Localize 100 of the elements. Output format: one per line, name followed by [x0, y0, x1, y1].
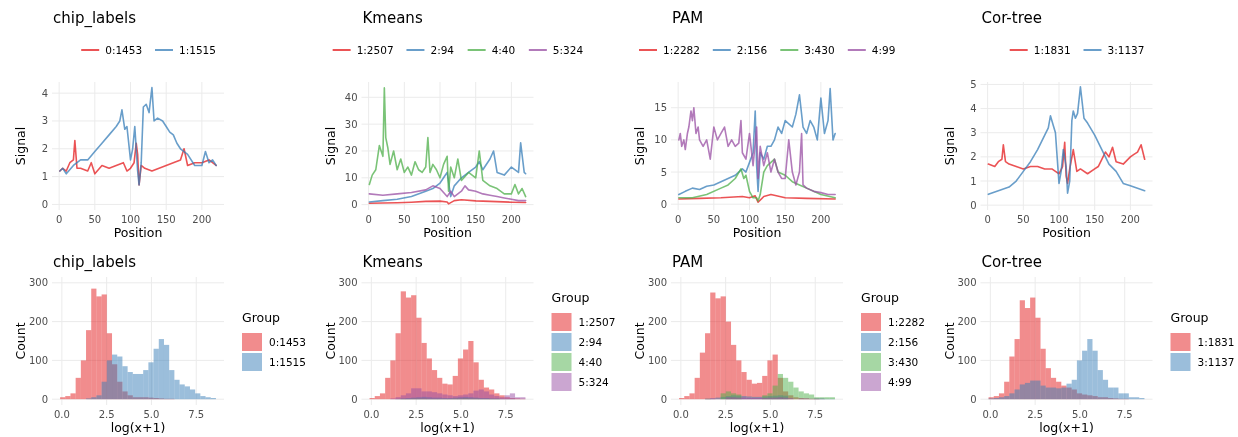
y-tick-label: 3	[41, 115, 48, 127]
x-tick-label: 7.5	[1116, 409, 1133, 420]
chart-title: Kmeans	[362, 253, 423, 271]
y-tick-label: 0	[41, 198, 48, 210]
y-tick-label: 2	[41, 143, 48, 155]
y-tick-label: 300	[957, 277, 977, 289]
legend-label: 5:324	[552, 44, 584, 56]
x-tick-label: 150	[775, 214, 795, 225]
x-tick-label: 50	[88, 214, 102, 225]
y-tick-label: 5	[970, 78, 977, 90]
x-tick-label: 50	[397, 214, 411, 225]
legend-title: Group	[242, 310, 281, 325]
x-tick-label: 5.0	[143, 409, 160, 420]
x-tick-label: 5.0	[1071, 409, 1088, 420]
x-tick-label: 0	[984, 214, 991, 225]
y-tick-label: 10	[344, 172, 358, 184]
chart-title: Cor-tree	[981, 9, 1042, 27]
y-tick-label: 200	[28, 316, 48, 328]
legend-label: 3:430	[888, 356, 919, 368]
x-tick-label: 0	[55, 214, 63, 225]
y-tick-label: 300	[647, 277, 667, 289]
x-axis-title: Position	[1042, 225, 1091, 240]
legend-label: 5:324	[578, 376, 610, 388]
y-axis-title: Signal	[632, 126, 647, 166]
x-tick-label: 100	[120, 214, 141, 225]
x-tick-label: 150	[466, 214, 486, 225]
x-tick-label: 100	[1049, 214, 1069, 225]
x-tick-label: 100	[739, 214, 760, 225]
y-tick-label: 100	[647, 354, 667, 366]
x-tick-label: 0	[365, 214, 372, 225]
y-axis-title: Signal	[941, 126, 957, 166]
legend-label: 1:2507	[356, 44, 394, 56]
legend-label: 1:2282	[888, 316, 925, 328]
x-tick-label: 200	[1120, 214, 1140, 225]
legend-label: 1:1831	[1197, 336, 1235, 348]
y-axis-title: Count	[632, 322, 647, 360]
y-tick-label: 100	[957, 354, 977, 366]
y-tick-label: 1	[970, 175, 977, 187]
legend-label: 4:40	[578, 356, 603, 368]
x-tick-label: 2.5	[98, 409, 115, 420]
y-tick-label: 15	[654, 102, 667, 114]
chart-title: Kmeans	[362, 9, 423, 27]
y-tick-label: 40	[344, 91, 358, 103]
x-tick-label: 7.5	[807, 409, 824, 420]
legend-title: Group	[551, 290, 590, 305]
y-tick-label: 300	[338, 277, 358, 289]
y-tick-label: 0	[660, 198, 667, 210]
y-tick-label: 2	[970, 151, 977, 163]
legend-label: 1:1515	[269, 356, 306, 368]
legend-label: 3:430	[804, 44, 835, 56]
y-tick-label: 0	[660, 393, 667, 405]
legend-label: 2:94	[430, 44, 455, 56]
y-tick-label: 0	[351, 393, 358, 405]
y-tick-label: 100	[28, 354, 48, 366]
legend-label: 1:1831	[1033, 44, 1071, 56]
y-tick-label: 200	[647, 316, 667, 328]
x-tick-label: 0	[674, 214, 682, 225]
y-tick-label: 30	[344, 118, 358, 130]
x-tick-label: 150	[1085, 214, 1105, 225]
x-tick-label: 200	[501, 214, 521, 225]
legend-label: 4:99	[888, 376, 912, 388]
y-axis-title: Signal	[13, 126, 28, 166]
legend-label: 2:156	[888, 336, 919, 348]
x-tick-label: 5.0	[762, 409, 779, 420]
x-axis-title: Position	[732, 225, 782, 240]
x-tick-label: 50	[707, 214, 721, 225]
chart-title: PAM	[672, 253, 704, 271]
legend-label: 4:40	[491, 44, 516, 56]
x-tick-label: 50	[1016, 214, 1030, 225]
y-tick-label: 0	[970, 199, 977, 211]
y-axis-title: Count	[941, 322, 957, 360]
legend-label: 3:1137	[1197, 356, 1235, 368]
legend-title: Group	[1170, 310, 1209, 325]
x-tick-label: 100	[430, 214, 450, 225]
y-tick-label: 5	[660, 166, 667, 178]
legend-label: 0:1453	[105, 44, 143, 56]
x-tick-label: 200	[811, 214, 831, 225]
legend-label: 0:1453	[269, 336, 306, 348]
y-tick-label: 1	[41, 171, 48, 183]
y-axis-title: Signal	[322, 126, 338, 166]
x-tick-label: 0.0	[672, 409, 689, 420]
x-tick-label: 2.5	[1027, 409, 1044, 420]
chart-title: chip_labels	[53, 253, 137, 272]
y-tick-label: 4	[41, 87, 48, 99]
x-axis-title: log(x+1)	[420, 420, 475, 435]
y-tick-label: 200	[338, 316, 358, 328]
x-axis-title: Position	[113, 225, 163, 240]
chart-title: Cor-tree	[981, 253, 1042, 271]
x-axis-title: log(x+1)	[729, 420, 785, 435]
y-tick-label: 3	[970, 127, 977, 139]
y-axis-title: Count	[322, 322, 338, 360]
x-axis-title: log(x+1)	[1039, 420, 1094, 435]
legend-label: 2:94	[578, 336, 603, 348]
legend-label: 4:99	[871, 44, 896, 56]
y-tick-label: 0	[970, 393, 977, 405]
chart-title: PAM	[672, 9, 704, 27]
x-tick-label: 0.0	[53, 409, 70, 420]
y-tick-label: 20	[344, 145, 358, 157]
y-axis-title: Count	[13, 322, 28, 360]
legend-label: 1:1515	[179, 44, 216, 56]
